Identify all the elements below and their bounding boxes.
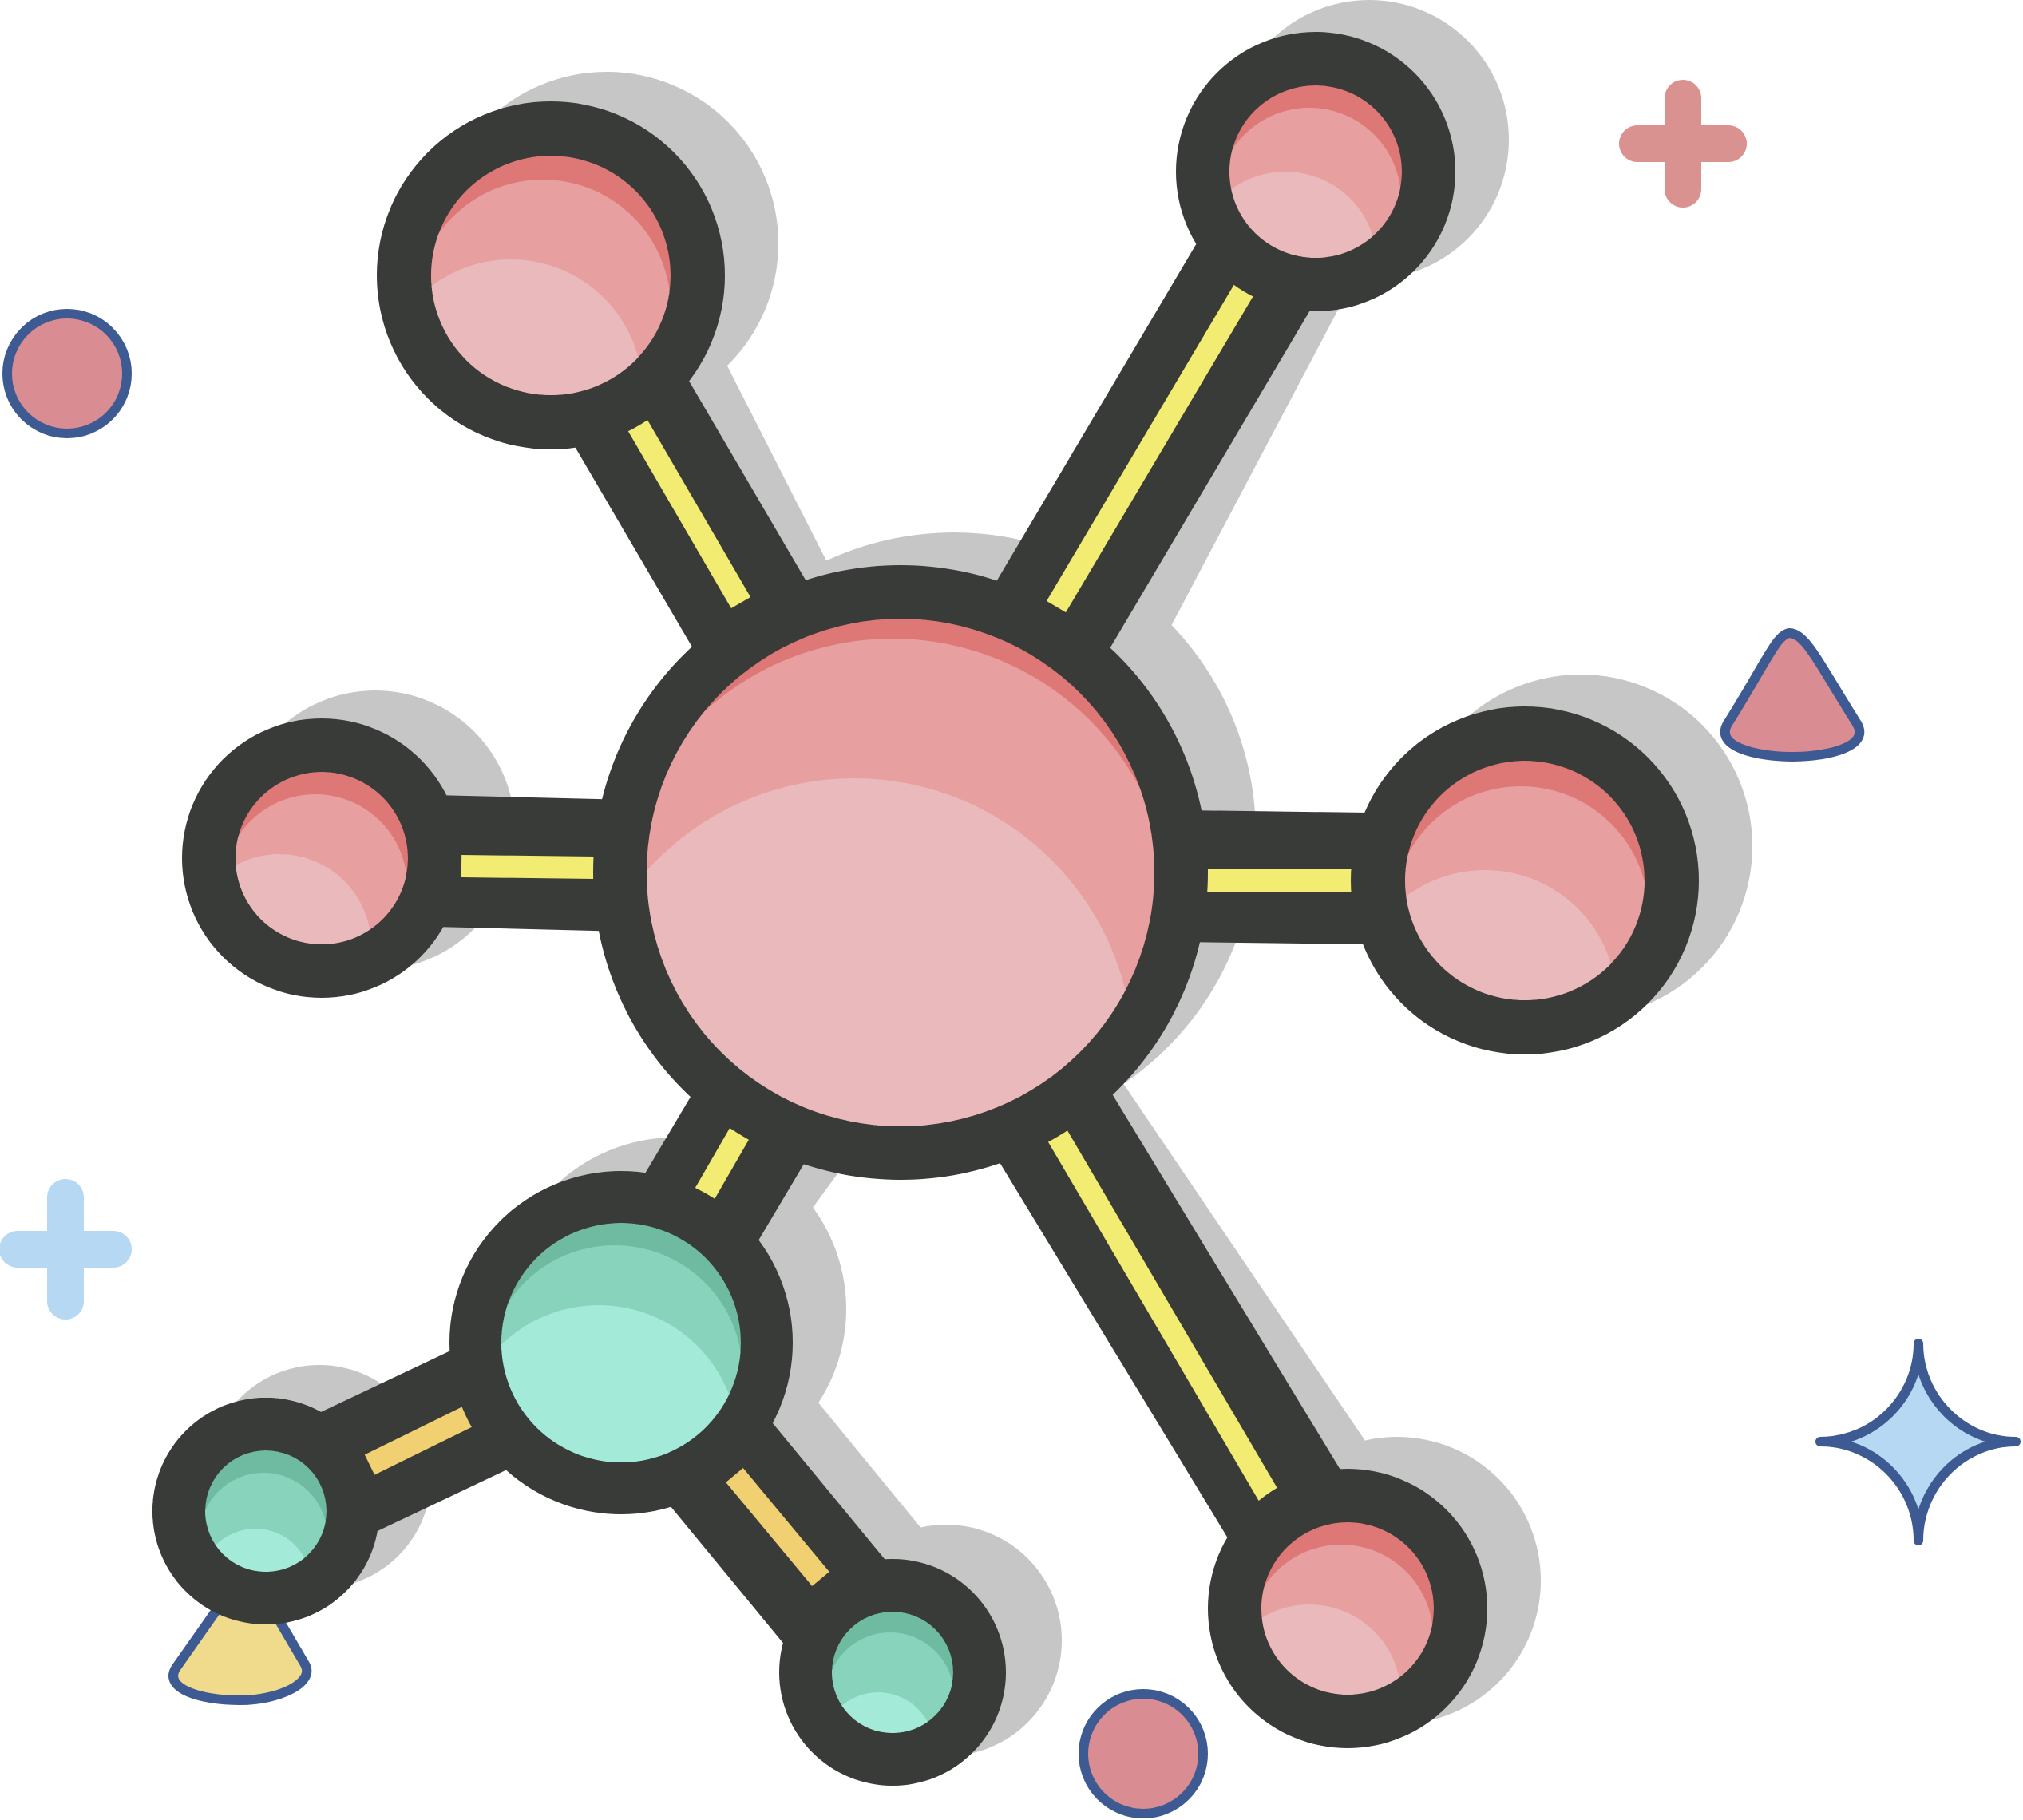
atom-bottom-right [1208, 1469, 1487, 1748]
atom-top-right [1176, 32, 1455, 311]
atom-green-small-right [779, 1559, 1006, 1786]
atom-green-small-left-overlay [152, 1398, 379, 1624]
atom-right [1351, 706, 1699, 1054]
atom-green-large [449, 1171, 793, 1514]
atom-top-left [377, 101, 725, 449]
circle-icon [1079, 1689, 1208, 1818]
plus-icon [0, 1179, 132, 1320]
atom-center [593, 565, 1208, 1180]
triangle-icon [1720, 628, 1865, 762]
sparkle-icon [1815, 1339, 2021, 1545]
atom-left [182, 718, 461, 998]
plus-icon [1619, 80, 1747, 208]
circle-icon [2, 309, 132, 438]
triangle-icon [168, 1600, 312, 1705]
